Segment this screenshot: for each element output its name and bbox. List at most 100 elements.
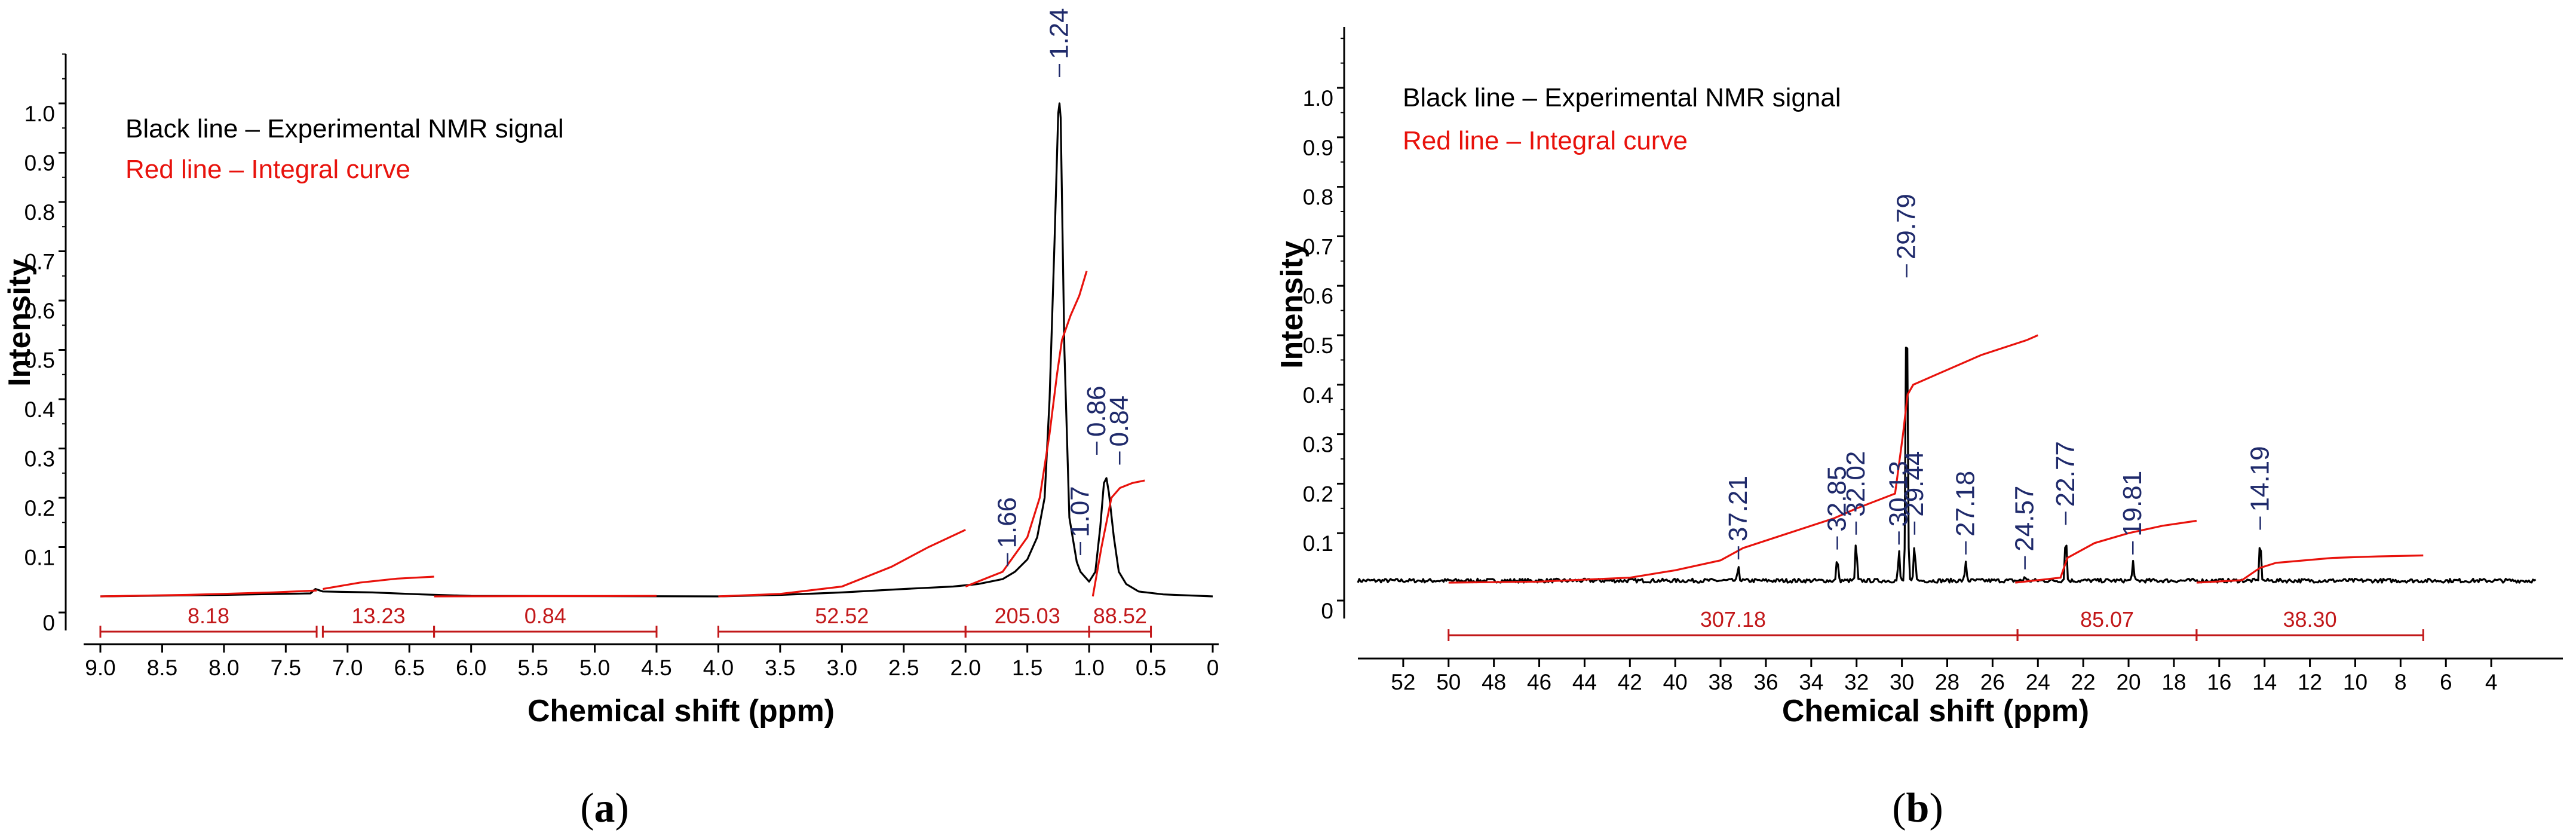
panel-a-label-open: ( [580, 785, 594, 831]
panel-b-x-tick-label: 24 [2026, 670, 2050, 694]
panel-a-peak-label: 1.24 [1044, 8, 1074, 59]
panel-b-x-tick-label: 44 [1572, 670, 1597, 694]
panel-b-x-tick-label: 12 [2298, 670, 2322, 694]
panel-b-peak-label: 22.77 [2051, 441, 2080, 507]
panel-b-integral-value-label: 38.30 [2283, 607, 2337, 632]
panel-a-peak-label: 0.84 [1105, 396, 1134, 447]
panel-a-x-tick-label: 4.0 [703, 656, 734, 680]
panel-b-peak-label: 29.79 [1892, 194, 1921, 259]
panel-b-x-tick-label: 22 [2071, 670, 2096, 694]
panel-b-x-tick-label: 48 [1482, 670, 1506, 694]
panel-b-integral-curve [2196, 554, 2424, 584]
panel-a-peak-label: 1.07 [1066, 486, 1095, 537]
panel-b-x-tick-label: 14 [2252, 670, 2277, 694]
panel-b-legend-black: Black line – Experimental NMR signal [1403, 83, 1841, 112]
panel-a-legend-red: Red line – Integral curve [125, 155, 410, 184]
panel-a-y-tick-label: 0.4 [24, 397, 55, 422]
panel-a-x-tick-label: 4.5 [641, 656, 671, 680]
panel-a-label-close: ) [615, 785, 629, 831]
panel-a-y-tick-label: 0 [42, 611, 55, 635]
panel-a-y-tick-label: 0.8 [24, 200, 55, 225]
panel-b-peak-label: 30.13 [1884, 461, 1913, 526]
panel-a-x-tick-label: 5.5 [517, 656, 548, 680]
panel-a-x-tick-label: 7.5 [271, 656, 301, 680]
panel-a-y-tick-label: 0.3 [24, 447, 55, 471]
panel-b-label-open: ( [1892, 785, 1906, 831]
panel-b-x-tick-label: 34 [1799, 670, 1823, 694]
panel-a-y-tick-label: 0.2 [24, 496, 55, 520]
panel-a-peak-label: 1.66 [993, 497, 1022, 549]
panel-a-x-tick-label: 1.0 [1074, 656, 1104, 680]
panel-b-label-letter: b [1906, 785, 1930, 831]
panel-b-x-axis-title: Chemical shift (ppm) [1782, 694, 2089, 728]
panel-b-peak-label: 14.19 [2245, 446, 2274, 512]
panel-b-y-tick-label: 0.9 [1303, 136, 1333, 160]
panel-a-integral-value-label: 52.52 [815, 604, 869, 628]
panel-a-x-tick-label: 6.0 [456, 656, 486, 680]
panel-b-integral-curve [2015, 519, 2197, 584]
panel-a-chart: Black line – Experimental NMR signal Red… [2, 8, 1219, 831]
panel-a-x-tick-label: 3.5 [765, 656, 795, 680]
panel-b-x-tick-label: 30 [1890, 670, 1914, 694]
panel-b-y-tick-label: 0.8 [1303, 185, 1333, 210]
panel-b-peak-label: 19.81 [2118, 471, 2147, 537]
panel-a-x-tick-label: 5.0 [579, 656, 610, 680]
panel-b-y-tick-label: 0.6 [1303, 284, 1333, 308]
panel-b-x-tick-label: 28 [1935, 670, 1959, 694]
panel-a-y-axis-title: Intensity [2, 259, 37, 387]
panel-a-x-tick-label: 1.5 [1012, 656, 1042, 680]
panel-a-x-axis-title: Chemical shift (ppm) [528, 694, 835, 728]
panel-b-y-tick-label: 1.0 [1303, 86, 1333, 111]
panel-b-y-axis-title: Intensity [1275, 241, 1310, 369]
panel-b-peak-label: 29.44 [1900, 451, 1929, 517]
panel-a-x-tick-label: 3.0 [827, 656, 857, 680]
panel-a-x-tick-label: 8.5 [147, 656, 177, 680]
panel-b-integral-value-label: 307.18 [1700, 607, 1766, 632]
panel-a-y-tick-label: 1.0 [24, 102, 55, 126]
panel-b-x-tick-label: 16 [2207, 670, 2231, 694]
panel-a-integral-curve [323, 575, 434, 590]
panel-a-x-tick-label: 2.5 [888, 656, 919, 680]
panel-b-y-tick-label: 0 [1321, 599, 1333, 623]
panel-b-x-tick-label: 50 [1436, 670, 1461, 694]
panel-b-x-tick-label: 26 [1980, 670, 2005, 694]
panel-a-integral-value-label: 205.03 [995, 604, 1060, 628]
panel-a-peak-label: 0.86 [1082, 385, 1111, 437]
panel-b-x-tick-label: 52 [1391, 670, 1415, 694]
panel-a-integral-value-label: 88.52 [1093, 604, 1147, 628]
panel-b-y-tick-label: 0.2 [1303, 482, 1333, 506]
panel-a-x-tick-label: 8.0 [208, 656, 239, 680]
panel-b-y-tick-label: 0.4 [1303, 383, 1333, 408]
panel-a-y-tick-label: 0.6 [24, 299, 55, 323]
panel-b-peak-label: 24.57 [2010, 486, 2040, 552]
panel-b-x-tick-label: 10 [2343, 670, 2368, 694]
panel-b-label-close: ) [1929, 785, 1943, 831]
panel-a-x-tick-label: 2.0 [950, 656, 981, 680]
panel-b-x-tick-label: 6 [2440, 670, 2452, 694]
panel-b-peak-label: 37.21 [1724, 476, 1753, 541]
panel-a-integral-value-label: 0.84 [525, 604, 566, 628]
panel-b-peak-label: 32.85 [1822, 466, 1851, 531]
panel-a-x-tick-label: 7.0 [332, 656, 363, 680]
panel-a-x-tick-label: 0.5 [1136, 656, 1166, 680]
panel-a-integral-curve [100, 589, 317, 598]
panel-b-x-tick-label: 8 [2394, 670, 2407, 694]
panel-a-integral-value-label: 13.23 [351, 604, 405, 628]
panel-b-integral-curve [1448, 334, 2038, 584]
panel-b-x-tick-label: 46 [1527, 670, 1551, 694]
panel-b-x-tick-label: 32 [1844, 670, 1869, 694]
panel-a-y-tick-label: 0.5 [24, 348, 55, 373]
panel-b-integral-value-label: 85.07 [2080, 607, 2134, 632]
panel-a-label-letter: a [594, 785, 615, 831]
panel-a-legend-black: Black line – Experimental NMR signal [125, 114, 564, 143]
panel-b-y-tick-label: 0.1 [1303, 531, 1333, 556]
panel-a-nmr-signal-line [100, 102, 1213, 598]
panel-b-x-tick-label: 20 [2116, 670, 2140, 694]
panel-b-x-tick-label: 42 [1618, 670, 1642, 694]
panel-b-peak-label: 27.18 [1951, 471, 1980, 537]
panel-b-y-tick-label: 0.3 [1303, 433, 1333, 457]
panel-a-integral-value-label: 8.18 [188, 604, 229, 628]
panel-a-y-tick-label: 0.9 [24, 151, 55, 176]
